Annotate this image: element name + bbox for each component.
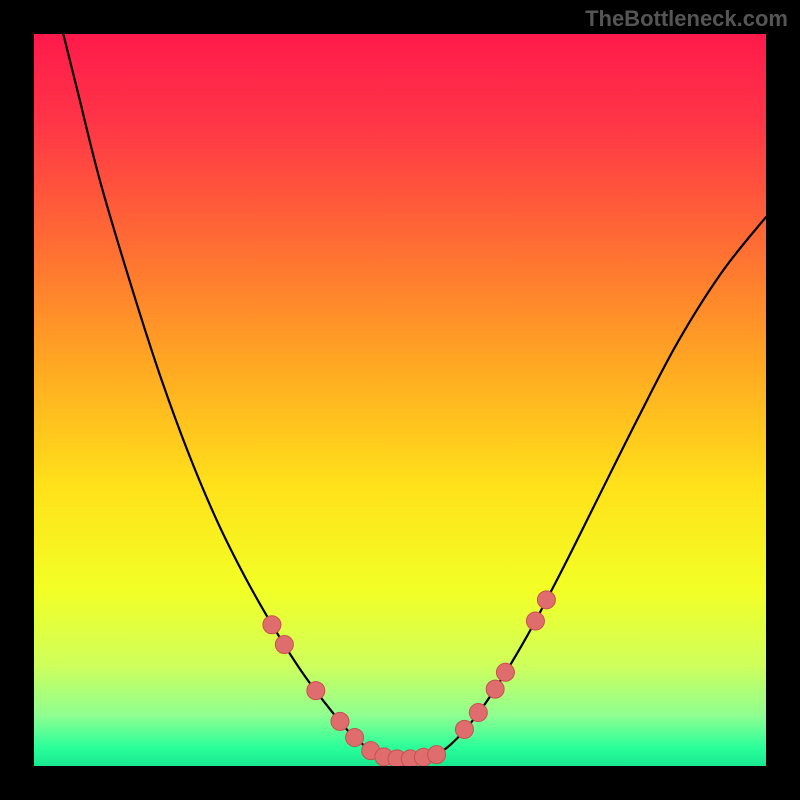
bottleneck-chart [34, 34, 766, 766]
gradient-background [34, 34, 766, 766]
data-marker [469, 704, 487, 722]
data-marker [486, 680, 504, 698]
data-marker [496, 663, 514, 681]
data-marker [263, 616, 281, 634]
watermark-text: TheBottleneck.com [585, 6, 788, 32]
data-marker [331, 712, 349, 730]
data-marker [275, 635, 293, 653]
data-marker [307, 682, 325, 700]
data-marker [346, 728, 364, 746]
data-marker [537, 591, 555, 609]
data-marker [455, 720, 473, 738]
data-marker [526, 612, 544, 630]
data-marker [428, 746, 446, 764]
